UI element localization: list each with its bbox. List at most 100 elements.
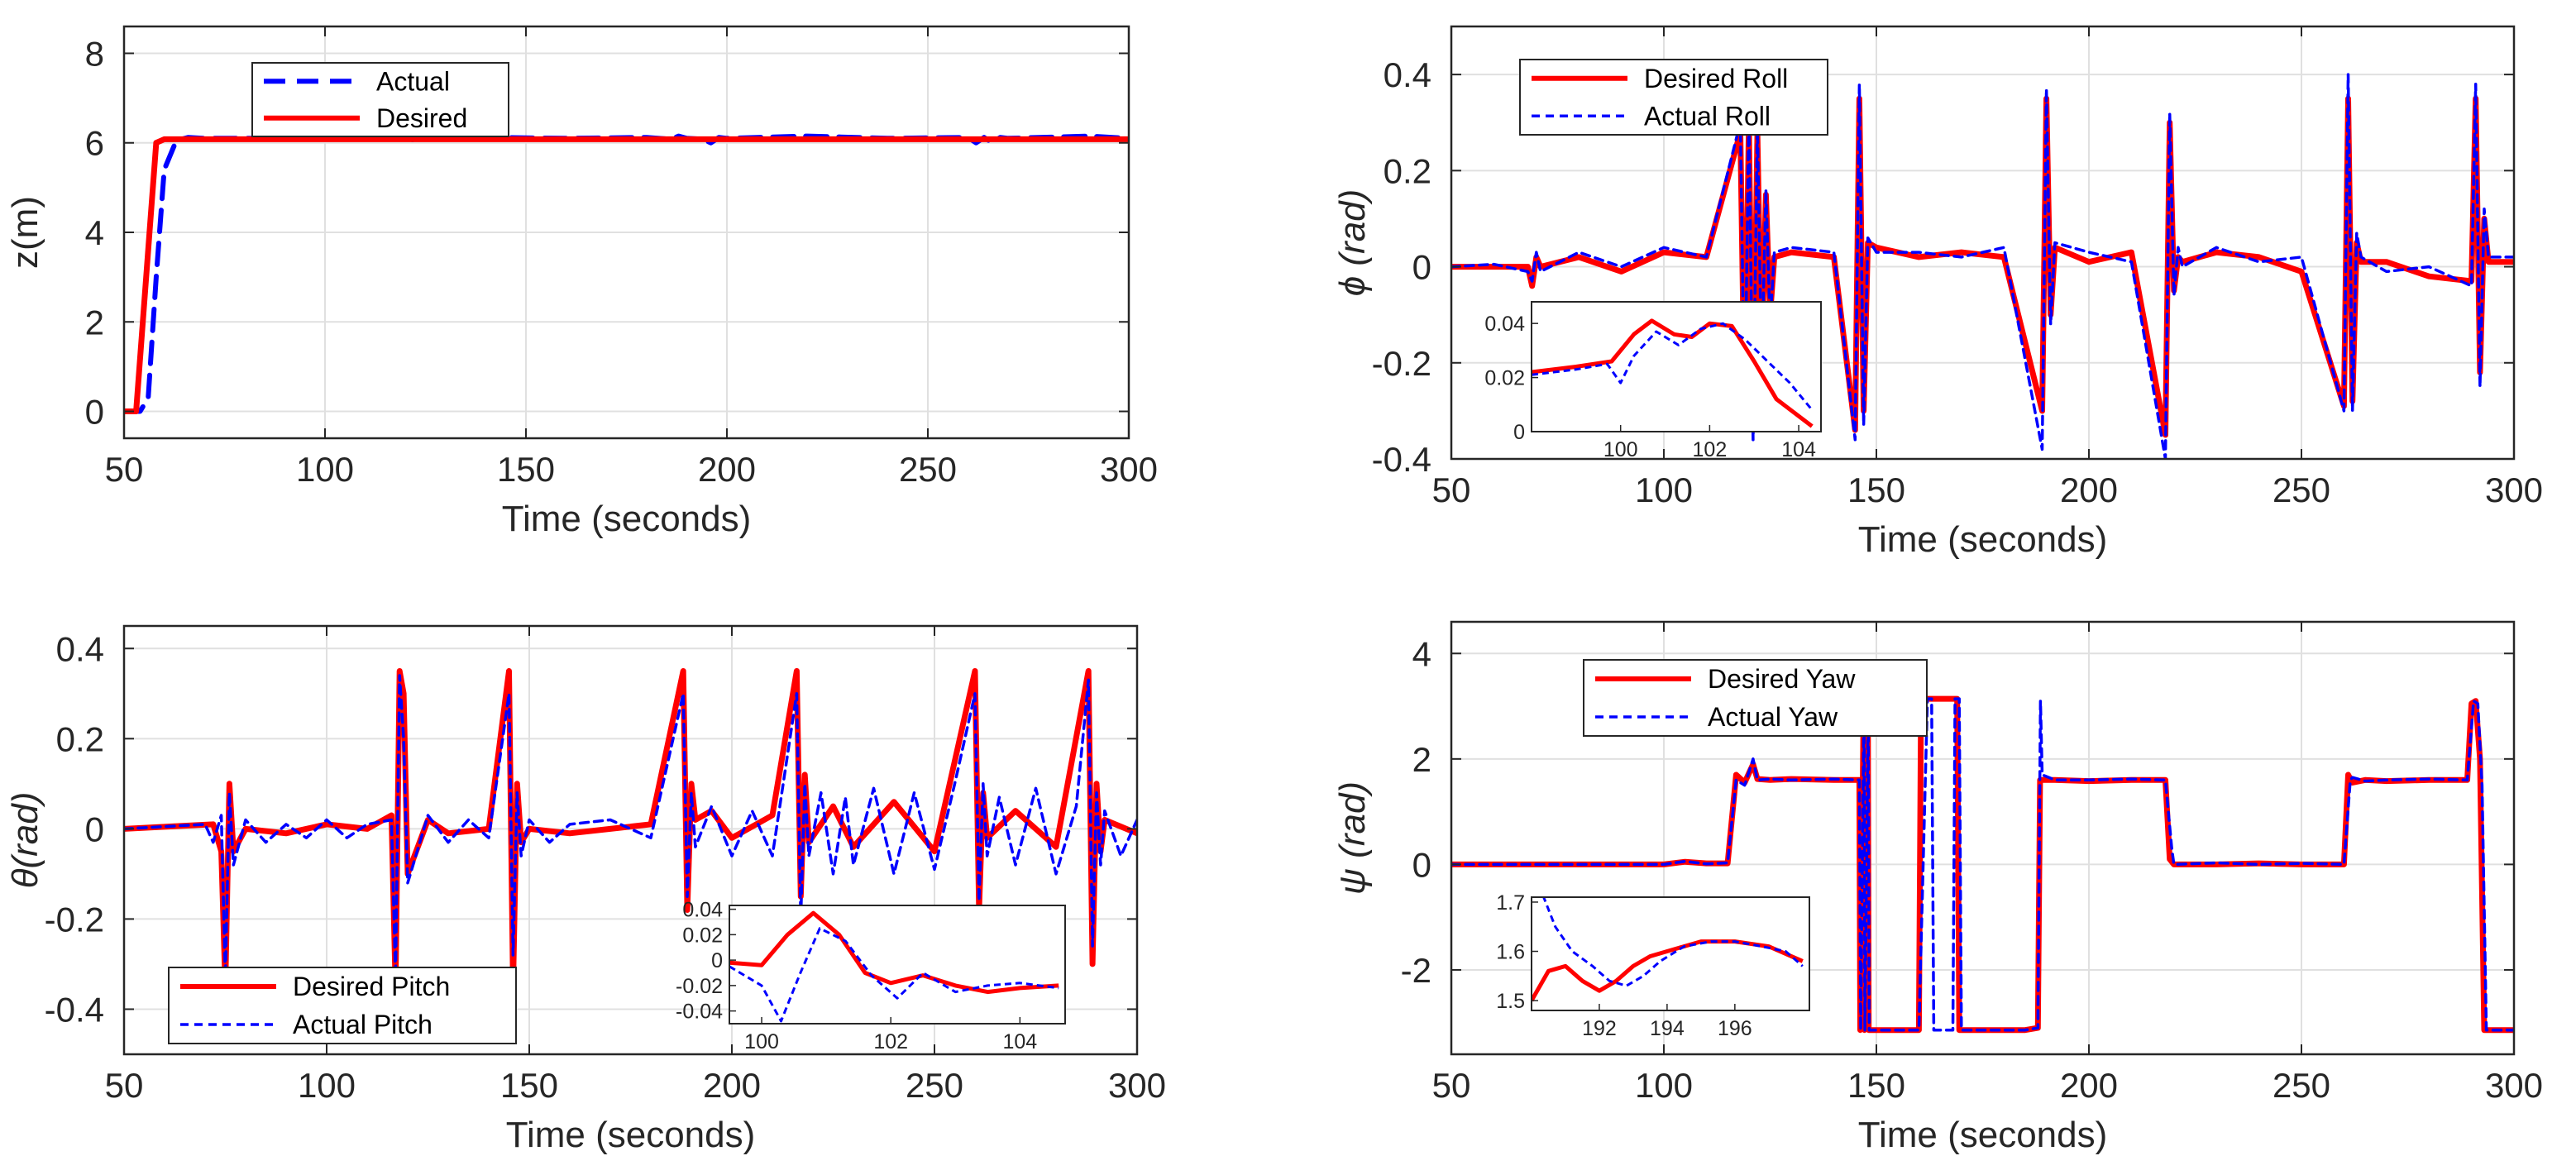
x-tick-label: 300 (2485, 1066, 2543, 1105)
x-tick-label: 150 (497, 450, 555, 489)
legend-label: Actual (376, 66, 450, 96)
series-group (124, 668, 1137, 990)
inset-yaw: 192 194 196 1.5 1.6 1.7 (1496, 891, 1810, 1040)
legend-label: Actual Pitch (293, 1010, 433, 1039)
series-line-desired-pitch (124, 668, 1137, 990)
inset-series-group (1532, 318, 1814, 428)
inset-background (729, 905, 1065, 1024)
inset-box (1531, 301, 1822, 432)
inset-series-line-actual-yaw (1542, 897, 1804, 987)
inset-y-tick-label: 1.7 (1496, 891, 1525, 915)
inset-x-tick-label: 102 (1693, 438, 1728, 461)
inset-y-tick-label: -0.04 (676, 1001, 723, 1024)
x-tick-label: 200 (2060, 470, 2118, 509)
inset-series-group (1532, 897, 1804, 1002)
y-tick-label: 4 (1412, 634, 1431, 673)
y-tick-label: -0.2 (1372, 344, 1431, 383)
y-tick-label: 6 (85, 124, 104, 163)
y-tick-label: -2 (1401, 951, 1431, 990)
y-tick-label: 0 (1412, 845, 1431, 884)
y-tick-label: 2 (1412, 740, 1431, 779)
x-tick-label: 100 (1635, 470, 1693, 509)
inset-y-tick-label: 1.5 (1496, 990, 1525, 1013)
inset-series-line-desired-roll (1532, 318, 1814, 428)
series-line-actual-yaw (1451, 697, 2514, 1032)
legend-box (168, 967, 517, 1044)
x-axis-title: Time (seconds) (502, 499, 752, 539)
x-tick-label: 300 (1108, 1066, 1166, 1105)
inset-y-tick-label: 1.6 (1496, 941, 1525, 964)
legend-label: Actual Roll (1644, 101, 1771, 131)
inset-x-tick-label: 102 (873, 1030, 908, 1053)
x-axis-title: Time (seconds) (1858, 519, 2108, 560)
legend-label: Desired Pitch (293, 972, 450, 1001)
x-tick-label: 50 (105, 450, 144, 489)
series-group (1451, 695, 2514, 1034)
y-tick-label: -0.2 (45, 900, 104, 939)
inset-series-line-desired-pitch (729, 910, 1059, 995)
inset-series-line-actual-roll (1532, 322, 1814, 411)
y-axis-title: z(m) (5, 196, 45, 269)
y-tick-label: 8 (85, 34, 104, 73)
legend-box (1583, 659, 1928, 737)
x-tick-label: 150 (500, 1066, 558, 1105)
x-tick-label: 50 (1432, 470, 1471, 509)
y-tick-label: 0.2 (56, 719, 104, 758)
y-tick-label: 2 (85, 303, 104, 342)
inset-x-tick-label: 192 (1582, 1017, 1617, 1040)
grid (123, 26, 1130, 438)
y-tick-label: 0.2 (1384, 151, 1431, 190)
inset-y-tick-label: 0 (1513, 421, 1525, 444)
y-tick-label: -0.4 (1372, 440, 1431, 479)
inset-pitch: 100 102 104 -0.04 -0.02 00.020.04 (676, 899, 1066, 1053)
inset-box (729, 905, 1066, 1025)
inset-x-tick-label: 196 (1718, 1017, 1752, 1040)
x-tick-label: 250 (2273, 1066, 2330, 1105)
x-tick-label: 250 (2273, 470, 2330, 509)
inset-y-tick-label: -0.02 (676, 975, 723, 998)
legend-box (1519, 59, 1828, 136)
chart-yaw: 50 100 150 200 250 300 -2 0 2 4 Time (seconds) ψ (r… (1332, 620, 2543, 1155)
legend: Actual Desired (251, 62, 509, 137)
x-tick-label: 200 (698, 450, 756, 489)
inset-y-tick-label: 0.04 (1484, 313, 1525, 336)
y-tick-label: 0 (85, 393, 104, 432)
chart-roll: 50 100 150 200 250 300 -0.4 -0.2 0 0.2 0.4 Time (se… (1332, 25, 2543, 560)
axes-box (122, 624, 1139, 1056)
chart-pitch: 50 100 150 200 250 300 -0.4 -0.2 0 0.2 0.4 Time (se… (5, 624, 1166, 1155)
inset-series-group (729, 910, 1059, 1023)
axes-box (1450, 25, 2516, 461)
y-tick-label: -0.4 (45, 990, 104, 1029)
inset-x-tick-label: 100 (744, 1030, 779, 1053)
legend-box (251, 62, 509, 137)
inset-y-tick-label: 0.02 (1484, 367, 1525, 390)
inset-x-tick-label: 104 (1002, 1030, 1037, 1053)
x-tick-label: 100 (298, 1066, 356, 1105)
series-line-actual-roll (1451, 73, 2514, 459)
inset-y-tick-label: 0.02 (682, 924, 723, 947)
legend-label: Desired (376, 103, 467, 133)
inset-y-tick-label: 0.04 (682, 899, 723, 922)
inset-y-tick-label: 0 (711, 949, 723, 972)
y-axis-title: θ(rad) (5, 792, 45, 889)
x-tick-label: 150 (1847, 470, 1905, 509)
x-tick-label: 100 (296, 450, 354, 489)
inset-x-tick-label: 104 (1781, 438, 1816, 461)
y-tick-label: 0.4 (1384, 55, 1431, 94)
inset-x-tick-label: 100 (1603, 438, 1638, 461)
inset-box (1531, 896, 1810, 1011)
x-tick-label: 200 (2060, 1066, 2118, 1105)
x-tick-label: 250 (906, 1066, 963, 1105)
x-tick-label: 300 (2485, 470, 2543, 509)
y-tick-label: 0 (85, 810, 104, 848)
legend-label: Desired Roll (1644, 64, 1788, 93)
x-tick-label: 250 (899, 450, 957, 489)
series-line-actual-pitch (124, 674, 1137, 980)
legend: Desired Roll Actual Roll (1519, 59, 1828, 136)
x-tick-label: 100 (1635, 1066, 1693, 1105)
x-tick-label: 200 (703, 1066, 761, 1105)
inset-series-line-actual-pitch (729, 927, 1059, 1023)
y-tick-label: 0 (1412, 248, 1431, 287)
y-tick-label: 4 (85, 213, 104, 252)
